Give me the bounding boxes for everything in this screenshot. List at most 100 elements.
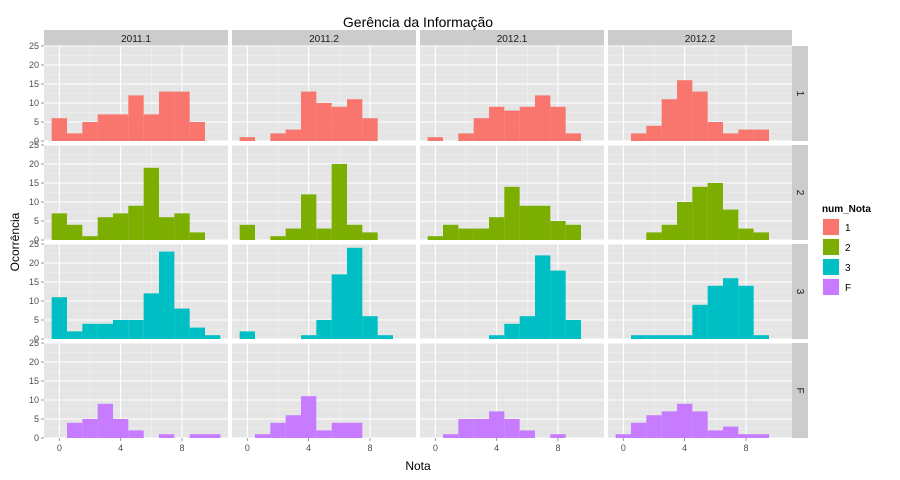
histogram-bar [489,106,505,141]
histogram-bar [458,228,474,240]
y-axis-label: Ocorrência [8,212,22,271]
x-tick-label: 4 [494,443,499,453]
histogram-bar [535,205,551,240]
legend-swatch [823,239,839,255]
x-tick-label: 4 [306,443,311,453]
histogram-bar [189,434,205,438]
histogram-bar [504,186,520,240]
row-strip-label: F [794,387,805,393]
histogram-bar [458,133,474,141]
y-tick-label: 15 [29,178,39,188]
histogram-bar [113,114,129,141]
histogram-bar [519,106,535,141]
histogram-bar [753,129,769,141]
histogram-bar [723,209,739,240]
histogram-bar [661,335,677,339]
histogram-bar [347,247,363,339]
histogram-bar [189,122,205,141]
histogram-bar [631,335,647,339]
histogram-bar [692,91,708,141]
histogram-bar [301,335,317,339]
y-tick-label: 20 [29,258,39,268]
histogram-bar [443,224,459,240]
y-tick-label: 20 [29,159,39,169]
histogram-bar [189,327,205,339]
histogram-bar [661,99,677,141]
histogram-bar [316,228,332,240]
histogram-bar [519,316,535,339]
histogram-bar [631,422,647,438]
histogram-bar [128,205,144,240]
histogram-bar [615,434,631,438]
histogram-bar [128,95,144,141]
histogram-bar [707,285,723,339]
histogram-bar [316,103,332,141]
x-tick-label: 4 [682,443,687,453]
x-tick-label: 8 [743,443,748,453]
histogram-bar [473,419,489,438]
histogram-bar [692,411,708,438]
histogram-bar [550,221,566,240]
histogram-bar [331,422,347,438]
y-tick-label: 25 [29,41,39,51]
column-strip-label: 2011.2 [309,34,339,45]
legend-label: 2 [845,243,851,254]
x-tick-label: 8 [179,443,184,453]
histogram-bar [565,320,581,339]
column-strip [608,30,792,46]
histogram-bar [473,118,489,141]
facet-grid: 2011.1 2011.2 2012.1 2012.2123F051015202505… [29,30,808,453]
histogram-bar [753,232,769,240]
histogram-bar [97,323,113,339]
histogram-bar [631,133,647,141]
histogram-bar [646,232,662,240]
x-tick-label: 0 [57,443,62,453]
histogram-bar [270,133,286,141]
histogram-bar [707,430,723,438]
histogram-bar [707,183,723,240]
histogram-bar [677,202,693,240]
y-tick-label: 10 [29,296,39,306]
histogram-bar [723,133,739,141]
histogram-bar [347,99,363,141]
histogram-bar [331,274,347,339]
histogram-bar [159,251,175,339]
histogram-bar [270,236,286,240]
histogram-bar [97,403,113,438]
histogram-bar [535,95,551,141]
histogram-bar [347,422,363,438]
histogram-bar [82,419,98,438]
row-strip [792,343,808,438]
histogram-bar [113,419,129,438]
histogram-bar [753,335,769,339]
histogram-bar [707,122,723,141]
histogram-bar [738,285,754,339]
histogram-bar [270,422,286,438]
histogram-bar [51,213,67,240]
histogram-bar [143,293,159,339]
histogram-bar [362,118,378,141]
histogram-bar [646,415,662,438]
histogram-bar [362,232,378,240]
histogram-bar [143,114,159,141]
legend-swatch [823,219,839,235]
y-tick-label: 10 [29,98,39,108]
x-tick-label: 8 [367,443,372,453]
histogram-bar [159,91,175,141]
histogram-bar [285,415,301,438]
x-tick-label: 8 [555,443,560,453]
histogram-bar [285,129,301,141]
histogram-bar [489,217,505,240]
row-strip-label: 1 [794,91,805,97]
row-strip [792,145,808,240]
histogram-bar [504,110,520,141]
histogram-bar [661,411,677,438]
row-strip [792,244,808,339]
histogram-bar [519,205,535,240]
x-tick-label: 0 [245,443,250,453]
y-tick-label: 5 [34,414,39,424]
histogram-bar [377,335,393,339]
histogram-bar [82,323,98,339]
histogram-bar [239,331,255,339]
